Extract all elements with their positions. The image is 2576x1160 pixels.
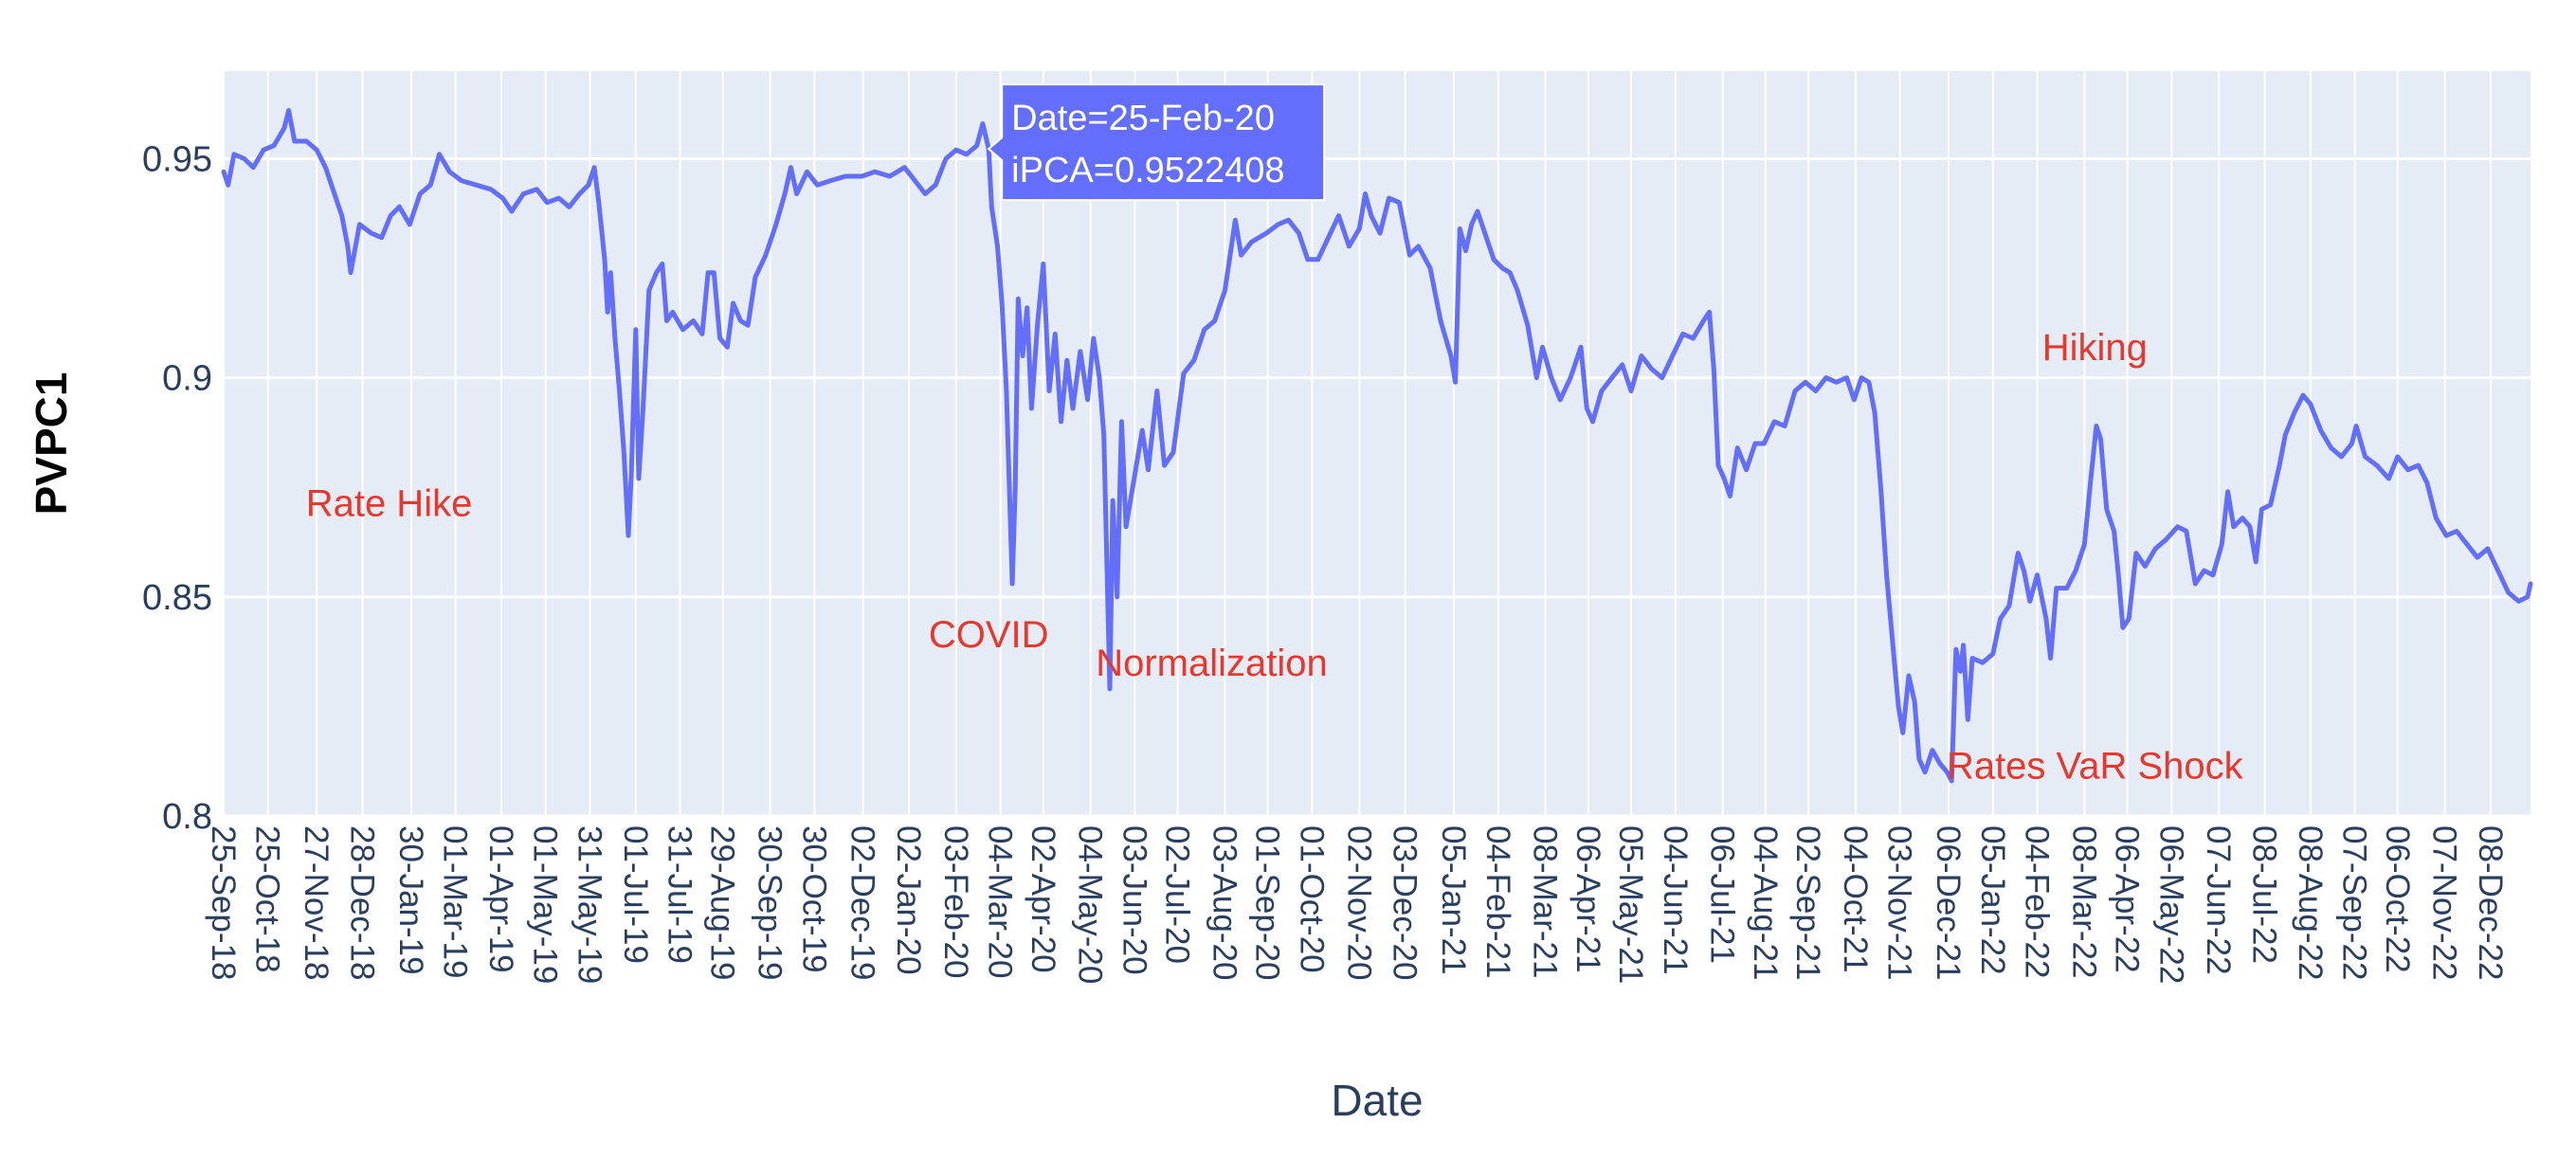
- x-tick-label: 07-Jun-22: [2200, 825, 2237, 975]
- x-tick-label: 06-Apr-21: [1569, 825, 1606, 973]
- x-tick-label: 27-Nov-18: [298, 825, 335, 980]
- x-tick-label: 25-Sep-18: [205, 825, 242, 980]
- x-tick-label: 01-Mar-19: [437, 825, 474, 978]
- x-tick-label: 04-May-20: [1072, 825, 1109, 984]
- y-tick-label: 0.85: [142, 578, 212, 618]
- x-tick-label: 05-May-21: [1612, 825, 1649, 984]
- x-tick-label: 01-May-19: [527, 825, 564, 984]
- x-tick-label: 01-Jul-19: [617, 825, 654, 964]
- y-axis-title: PVPC1: [27, 372, 76, 516]
- x-tick-label: 30-Jan-19: [392, 825, 429, 975]
- x-tick-label: 07-Sep-22: [2336, 825, 2373, 980]
- x-tick-label: 08-Aug-22: [2292, 825, 2329, 980]
- x-tick-label: 06-Jul-21: [1704, 825, 1741, 964]
- hover-tooltip: Date=25-Feb-20 iPCA=0.9522408: [987, 83, 1326, 202]
- x-tick-label: 01-Sep-20: [1249, 825, 1286, 980]
- x-tick-label: 07-Nov-22: [2426, 825, 2463, 980]
- x-tick-label: 02-Nov-20: [1340, 825, 1377, 980]
- x-tick-label: 30-Sep-19: [752, 825, 789, 980]
- x-tick-label: 04-Mar-20: [982, 825, 1019, 978]
- chart-annotation: Rates VaR Shock: [1947, 746, 2244, 788]
- chart-annotation: Rate Hike: [306, 482, 473, 524]
- x-tick-label: 06-Apr-22: [2109, 825, 2146, 973]
- x-tick-label: 08-Mar-22: [2065, 825, 2102, 978]
- x-tick-label: 04-Feb-22: [2019, 825, 2056, 978]
- x-tick-label: 08-Jul-22: [2246, 825, 2283, 964]
- x-axis-ticks: 25-Sep-18 25-Oct-18 27-Nov-18 28-Dec-18 30-J…: [205, 825, 2509, 984]
- grid-lines: [223, 71, 2531, 818]
- plot-area: [224, 71, 2531, 816]
- chart-annotation: COVID: [929, 614, 1049, 656]
- chart-annotation: Hiking: [2042, 327, 2148, 369]
- x-tick-label: 03-Nov-21: [1881, 825, 1918, 980]
- x-tick-label: 06-Dec-21: [1930, 825, 1967, 980]
- y-tick-label: 0.95: [142, 139, 212, 179]
- x-tick-label: 05-Jan-21: [1435, 825, 1472, 975]
- x-tick-label: 06-May-22: [2152, 825, 2189, 984]
- x-tick-label: 08-Mar-21: [1527, 825, 1564, 978]
- x-tick-label: 25-Oct-18: [249, 825, 286, 973]
- x-tick-label: 05-Jan-22: [1974, 825, 2011, 975]
- hover-date-text: Date=25-Feb-20: [1011, 99, 1275, 138]
- chart-annotation: Normalization: [1096, 643, 1328, 684]
- x-tick-label: 04-Oct-21: [1837, 825, 1874, 973]
- x-tick-label: 01-Apr-19: [482, 825, 519, 973]
- x-tick-label: 02-Dec-19: [844, 825, 881, 980]
- x-tick-label: 04-Aug-21: [1747, 825, 1784, 980]
- y-tick-label: 0.8: [162, 797, 212, 837]
- x-tick-label: 02-Sep-21: [1789, 825, 1826, 980]
- x-tick-label: 04-Jun-21: [1657, 825, 1694, 975]
- x-tick-label: 03-Aug-20: [1206, 825, 1243, 980]
- x-axis-title: Date: [1331, 1076, 1423, 1125]
- x-tick-label: 04-Feb-21: [1479, 825, 1516, 978]
- y-axis-ticks: 0.8 0.85 0.9 0.95: [142, 139, 212, 837]
- x-tick-label: 28-Dec-18: [343, 825, 380, 980]
- x-tick-label: 02-Jul-20: [1159, 825, 1196, 964]
- hover-tooltip-box: [987, 83, 1326, 202]
- x-tick-label: 31-May-19: [571, 825, 608, 984]
- x-tick-label: 06-Oct-22: [2379, 825, 2416, 973]
- x-tick-label: 30-Oct-19: [795, 825, 832, 973]
- x-tick-label: 02-Jan-20: [890, 825, 927, 975]
- x-tick-label: 08-Dec-22: [2472, 825, 2509, 980]
- x-tick-label: 01-Oct-20: [1293, 825, 1330, 973]
- x-tick-label: 31-Jul-19: [662, 825, 698, 964]
- x-tick-label: 02-Apr-20: [1025, 825, 1061, 973]
- series-line-ipca[interactable]: [221, 108, 2533, 784]
- x-tick-label: 03-Feb-20: [937, 825, 974, 978]
- y-tick-label: 0.9: [162, 359, 212, 399]
- x-tick-label: 29-Aug-19: [704, 825, 741, 980]
- annotations: Rate Hike COVID Normalization Hiking Rates V…: [306, 327, 2244, 788]
- x-tick-label: 03-Jun-20: [1116, 825, 1152, 975]
- x-tick-label: 03-Dec-20: [1387, 825, 1424, 980]
- hover-value-text: iPCA=0.9522408: [1011, 151, 1284, 190]
